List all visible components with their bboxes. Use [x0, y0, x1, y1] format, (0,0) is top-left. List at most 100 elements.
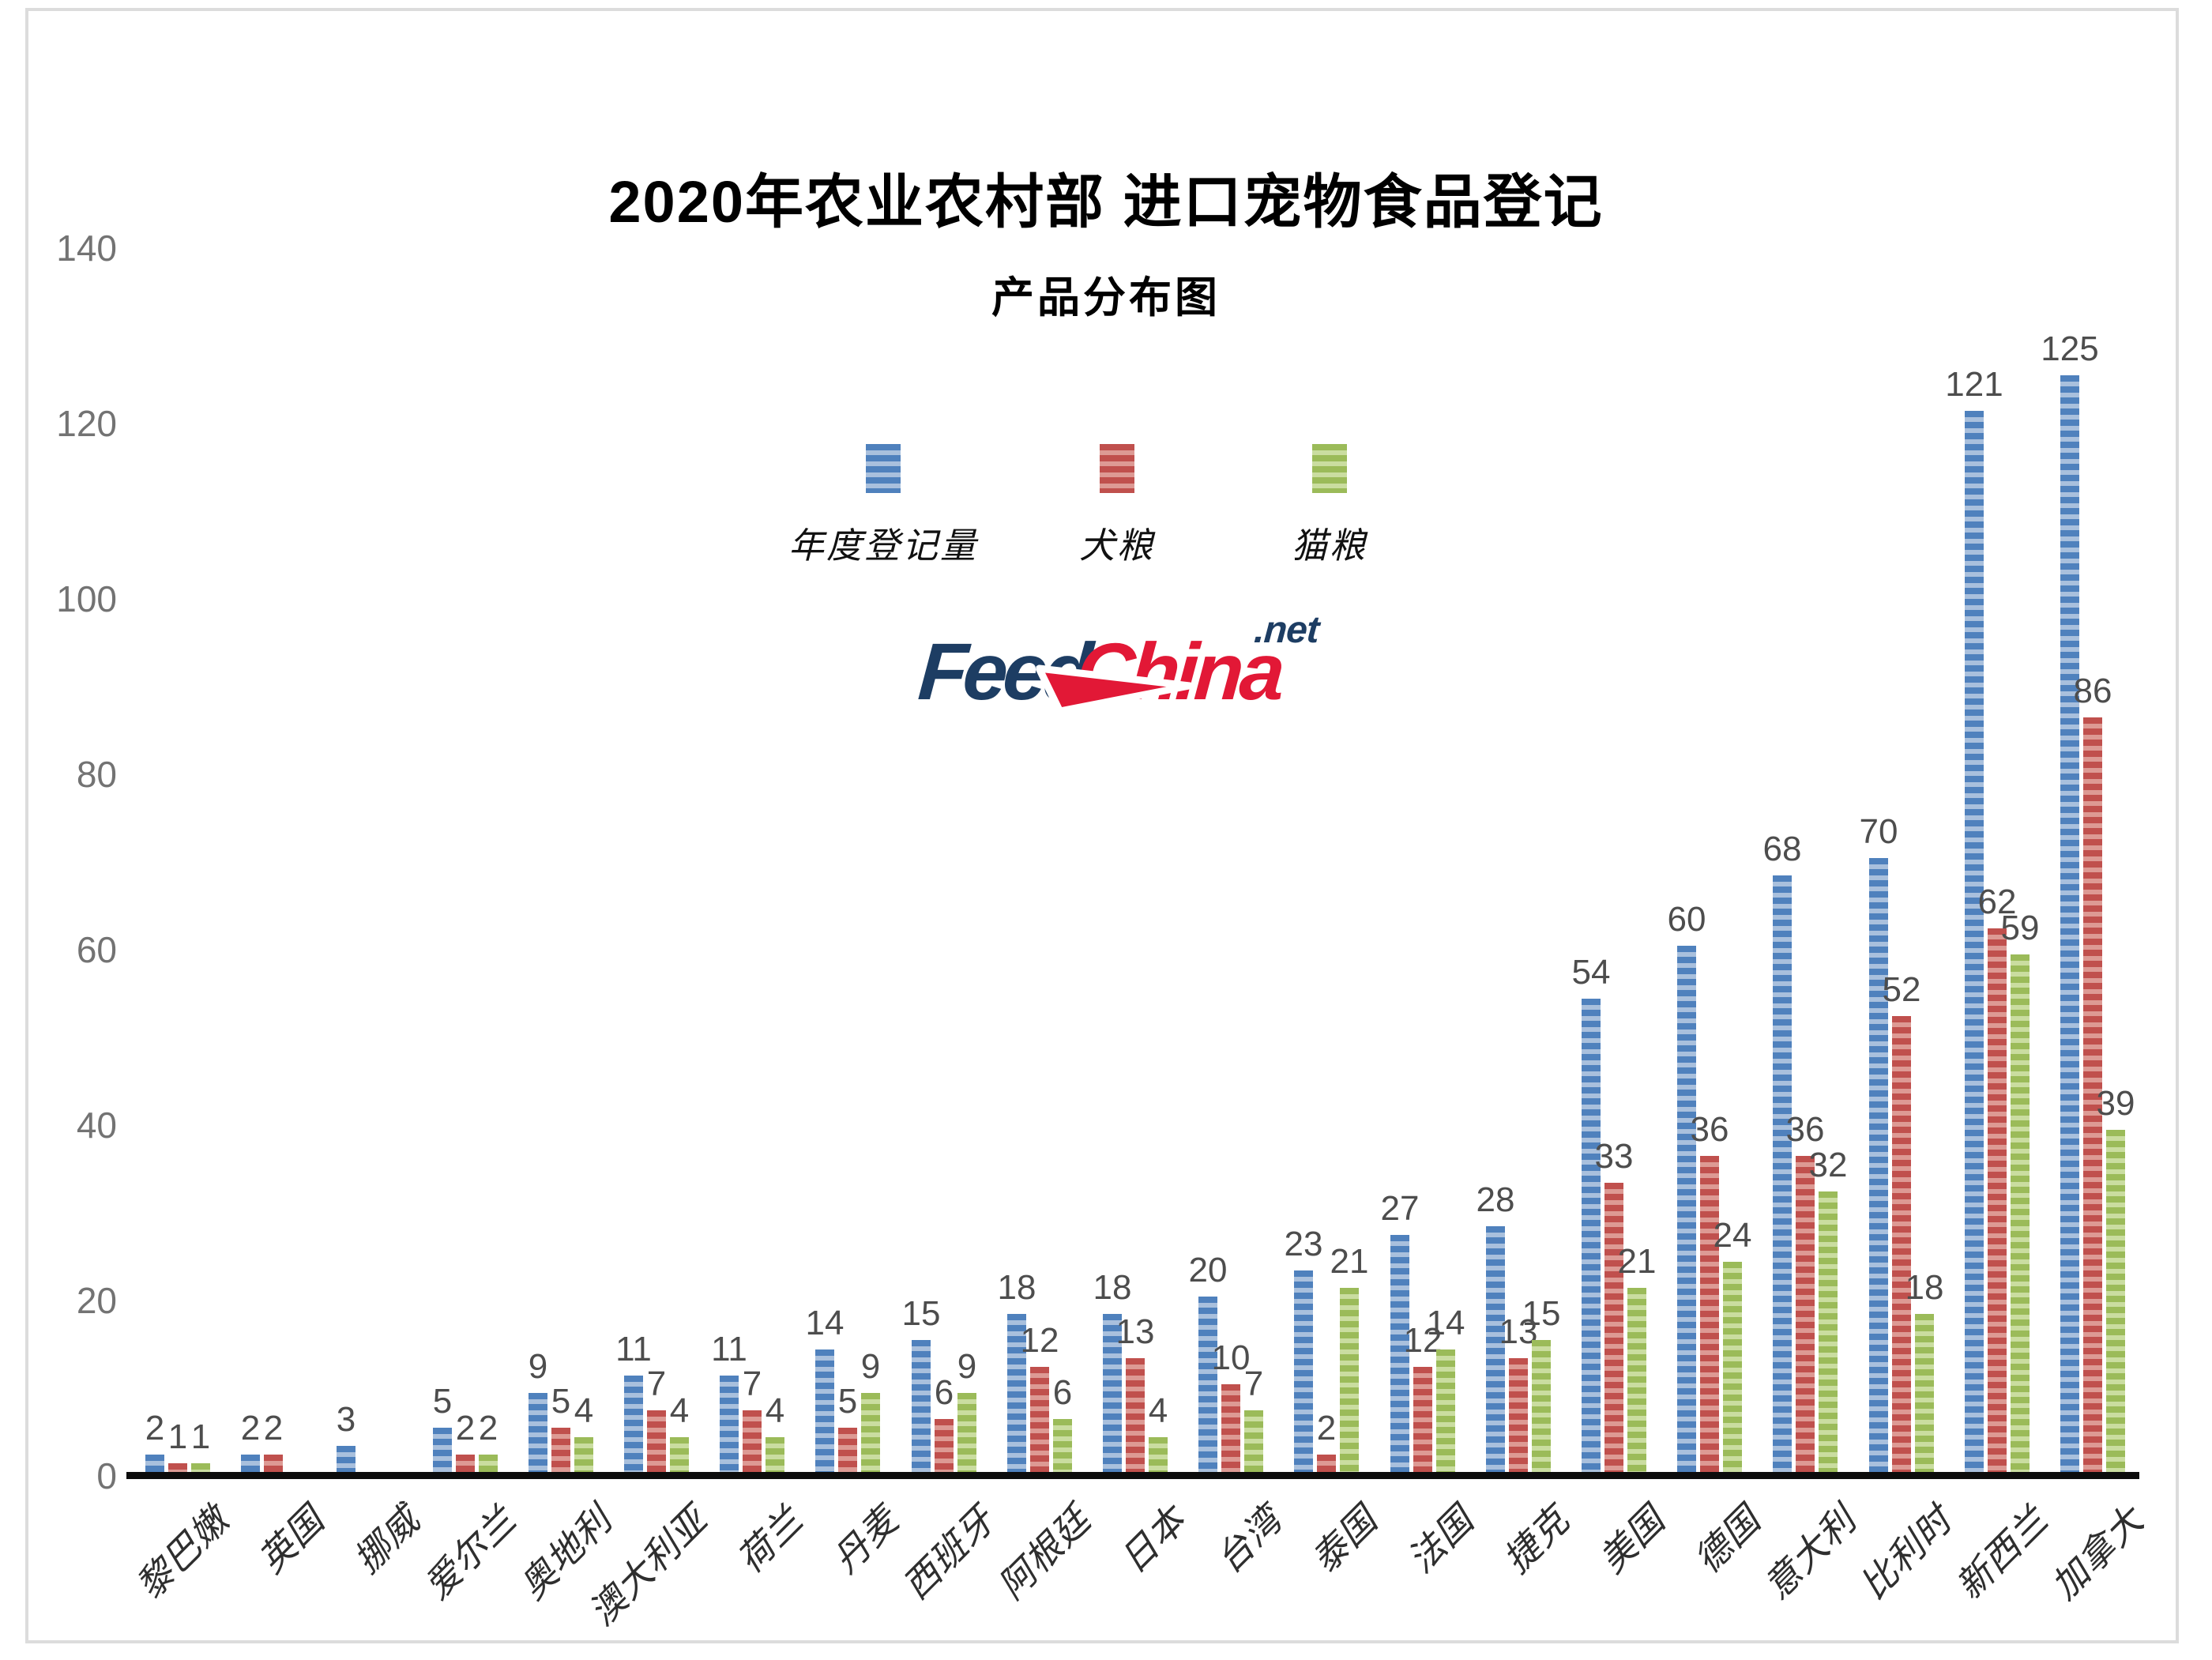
- bar-value-label: 5: [432, 1382, 453, 1421]
- chart-title: 2020年农业农村部 进口宠物食品登记: [608, 169, 1604, 235]
- bar: [1413, 1367, 1432, 1472]
- bar: [168, 1463, 187, 1472]
- bar: [1677, 946, 1696, 1472]
- bar-value-label: 21: [1617, 1242, 1657, 1281]
- bar: [1053, 1419, 1072, 1472]
- bar-value-label: 9: [860, 1347, 881, 1386]
- bar: [1294, 1270, 1313, 1472]
- bar: [2106, 1130, 2125, 1472]
- bar: [1390, 1235, 1409, 1472]
- bar-value-label: 28: [1476, 1180, 1515, 1219]
- bar-value-label: 5: [837, 1382, 858, 1421]
- bar-value-label: 39: [2096, 1084, 2135, 1123]
- y-tick-label: 120: [56, 402, 117, 444]
- legend-item-dog-food: 犬粮: [991, 444, 1243, 568]
- bar-value-label: 14: [805, 1304, 845, 1342]
- bar-value-label: 2: [263, 1409, 284, 1447]
- bar: [2011, 954, 2030, 1472]
- bar-value-label: 21: [1330, 1242, 1369, 1281]
- bar: [1509, 1358, 1528, 1472]
- bar: [1198, 1297, 1217, 1472]
- bar: [145, 1455, 164, 1472]
- bar-value-label: 4: [669, 1391, 690, 1430]
- bar-value-label: 15: [1522, 1294, 1561, 1333]
- bar: [912, 1340, 931, 1472]
- bar-value-label: 70: [1859, 812, 1898, 851]
- y-tick-label: 80: [76, 753, 117, 795]
- bar: [1244, 1410, 1263, 1472]
- bar: [551, 1428, 570, 1472]
- bar-value-label: 9: [957, 1347, 977, 1386]
- bar-value-label: 27: [1380, 1189, 1420, 1228]
- bar: [1819, 1191, 1838, 1472]
- bar: [264, 1455, 283, 1472]
- bar: [1988, 928, 2007, 1472]
- bar: [766, 1437, 784, 1472]
- bar: [479, 1455, 498, 1472]
- legend-label-cat-food: 猫粮: [1291, 525, 1367, 566]
- bar: [1915, 1314, 1934, 1472]
- bar-value-label: 121: [1945, 365, 2003, 404]
- bar: [670, 1437, 689, 1472]
- bar: [1796, 1156, 1815, 1472]
- bar: [1532, 1340, 1551, 1472]
- bar-value-label: 60: [1667, 900, 1706, 939]
- bar: [1869, 858, 1888, 1472]
- bar-value-label: 86: [2073, 672, 2112, 710]
- bar-value-label: 12: [1020, 1321, 1059, 1360]
- bar-value-label: 68: [1762, 830, 1802, 868]
- logo-net-text: .net: [1252, 609, 1320, 651]
- bar: [1700, 1156, 1719, 1472]
- bar-value-label: 2: [1316, 1409, 1337, 1447]
- bar: [2060, 375, 2079, 1472]
- legend-item-annual-registrations: 年度登记量: [757, 444, 1010, 568]
- bar: [1486, 1226, 1505, 1472]
- legend-swatch-blue: [866, 444, 901, 493]
- bar-value-label: 5: [551, 1382, 571, 1421]
- bar-value-label: 7: [1243, 1365, 1264, 1403]
- bar: [1030, 1367, 1049, 1472]
- bar-value-label: 2: [145, 1409, 165, 1447]
- bar-value-label: 2: [478, 1409, 498, 1447]
- feedchina-logo: FeedChina .net: [916, 609, 1320, 717]
- y-tick-label: 140: [56, 227, 117, 269]
- bar: [720, 1376, 739, 1472]
- legend-swatch-green: [1312, 444, 1347, 493]
- bar: [861, 1393, 880, 1472]
- y-tick-label: 20: [76, 1279, 117, 1321]
- bar: [1627, 1288, 1646, 1472]
- y-tick-label: 40: [76, 1104, 117, 1146]
- bar-value-label: 12: [1403, 1321, 1443, 1360]
- legend-swatch-red: [1100, 444, 1134, 493]
- bar: [529, 1393, 547, 1472]
- bar: [337, 1446, 356, 1472]
- bar-value-label: 10: [1211, 1338, 1251, 1377]
- logo-arrow-icon: [1035, 664, 1194, 715]
- bar-value-label: 59: [2000, 909, 2040, 947]
- bar-value-label: 18: [1093, 1268, 1132, 1307]
- bar-value-label: 15: [901, 1294, 941, 1333]
- bar: [1126, 1358, 1145, 1472]
- bar-value-label: 13: [1499, 1312, 1538, 1351]
- bar-value-label: 23: [1284, 1225, 1323, 1263]
- bar: [957, 1393, 976, 1472]
- bar-value-label: 125: [2041, 329, 2099, 368]
- bar-value-label: 2: [240, 1409, 261, 1447]
- bar-value-label: 6: [1052, 1373, 1073, 1412]
- bar: [1221, 1384, 1240, 1472]
- bar-value-label: 1: [190, 1417, 211, 1456]
- bar: [838, 1428, 857, 1472]
- bar-value-label: 3: [336, 1400, 356, 1439]
- bar: [1604, 1183, 1623, 1472]
- bar-value-label: 1: [167, 1417, 188, 1456]
- bar-value-label: 4: [574, 1391, 594, 1430]
- bar: [1317, 1455, 1336, 1472]
- bar: [241, 1455, 260, 1472]
- bar-value-label: 14: [1426, 1304, 1465, 1342]
- y-tick-label: 60: [76, 928, 117, 970]
- bar-value-label: 7: [646, 1365, 667, 1403]
- bar: [433, 1428, 452, 1472]
- legend-label-dog-food: 犬粮: [1078, 525, 1155, 566]
- bar-value-label: 20: [1188, 1251, 1228, 1289]
- bar: [743, 1410, 762, 1472]
